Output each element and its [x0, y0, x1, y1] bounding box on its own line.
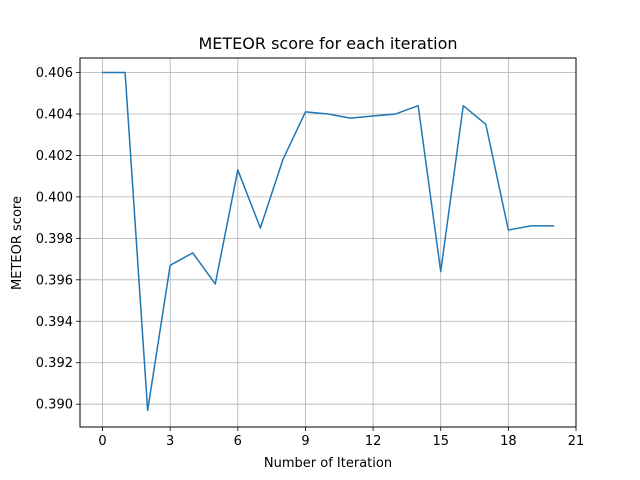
y-axis: 0.390 0.392 0.394 0.396 0.398 0.400 0.402 0.404… [36, 66, 80, 413]
y-tick-label: 0.404 [36, 107, 73, 122]
x-tick-label: 15 [432, 434, 449, 449]
series-line [101, 71, 555, 412]
y-tick-label: 0.406 [36, 66, 73, 81]
y-tick-label: 0.398 [36, 232, 73, 247]
x-tick-label: 0 [98, 434, 106, 449]
y-tick-label: 0.394 [36, 315, 73, 330]
x-axis-title: Number of Iteration [264, 456, 392, 471]
y-tick-label: 0.400 [36, 190, 73, 205]
series-layer [101, 71, 555, 412]
x-tick-label: 21 [568, 434, 585, 449]
y-tick-label: 0.390 [36, 398, 73, 413]
y-axis-title: METEOR score [10, 196, 25, 290]
x-tick-label: 12 [365, 434, 382, 449]
grid-lines [80, 58, 577, 427]
x-axis: 0 3 6 9 12 15 18 21 [98, 427, 584, 449]
y-tick-label: 0.392 [36, 356, 73, 371]
y-tick-label: 0.402 [36, 149, 73, 164]
x-tick-label: 18 [500, 434, 517, 449]
plot-area-frame [79, 57, 577, 428]
y-tick-label: 0.396 [36, 273, 73, 288]
chart-title: METEOR score for each iteration [198, 34, 457, 53]
x-tick-label: 9 [301, 434, 309, 449]
x-tick-label: 3 [166, 434, 174, 449]
x-tick-label: 6 [234, 434, 242, 449]
